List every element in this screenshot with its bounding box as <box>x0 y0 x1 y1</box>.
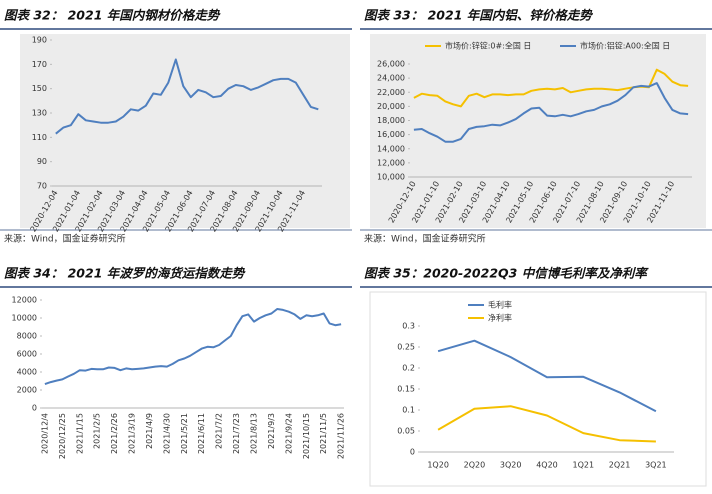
x-tick-label: 2020/12/25 <box>58 413 67 459</box>
y-tick-label: 18,000 <box>377 116 405 125</box>
x-tick-label: 2021/5/21 <box>180 413 189 454</box>
series-line <box>55 58 319 135</box>
y-tick-label: 0 <box>32 404 37 413</box>
x-tick-label: 1Q20 <box>427 461 449 470</box>
y-tick-label: 130 <box>32 109 47 118</box>
source-note: 来源：Wind，国金证券研究所 <box>364 233 486 245</box>
x-tick-label: 3Q21 <box>645 461 667 470</box>
y-tick-label: 190 <box>32 36 47 45</box>
x-tick-label: 2021/2/5 <box>93 413 102 449</box>
x-tick-label: 2021/11/5 <box>319 413 328 454</box>
y-tick-label: 70 <box>37 182 47 191</box>
x-tick-label: 2021/1/15 <box>75 413 84 454</box>
y-tick-label: 150 <box>32 84 47 93</box>
chart-title: 图表 33： 2021 年国内铝、锌价格走势 <box>364 8 593 23</box>
y-tick-label: 0.15 <box>397 385 415 394</box>
chart-title: 图表 32： 2021 年国内钢材价格走势 <box>4 8 221 23</box>
x-tick-label: 2021/4/9 <box>145 413 154 449</box>
x-tick-label: 2Q20 <box>464 461 486 470</box>
plot-frame <box>369 291 707 487</box>
series-line <box>413 82 689 143</box>
y-tick-label: 110 <box>32 133 47 142</box>
y-tick-label: 170 <box>32 60 47 69</box>
series-line <box>437 405 656 443</box>
x-tick-label: 3Q20 <box>500 461 522 470</box>
y-tick-label: 26,000 <box>377 60 405 69</box>
legend-label: 毛利率 <box>488 300 512 310</box>
x-tick-label: 2021/7/2 <box>215 413 224 449</box>
x-tick-label: 2020/12/4 <box>40 413 49 454</box>
y-tick-label: 0.1 <box>402 406 415 415</box>
y-tick-label: 0.2 <box>402 364 415 373</box>
x-tick-label: 2021/3/19 <box>128 413 137 454</box>
x-tick-label: 4Q20 <box>536 461 558 470</box>
y-tick-label: 10,000 <box>377 173 405 182</box>
y-tick-label: 0.25 <box>397 343 415 352</box>
x-tick-label: 2021/9/24 <box>284 413 293 454</box>
x-tick-label: 1Q21 <box>572 461 594 470</box>
y-tick-label: 22,000 <box>377 88 405 97</box>
y-tick-label: 10000 <box>12 314 37 323</box>
x-tick-label: 2021/2/26 <box>110 413 119 454</box>
x-tick-label: 2021/9/3 <box>267 413 276 449</box>
x-tick-label: 2021/4/30 <box>162 413 171 454</box>
y-tick-label: 2000 <box>17 386 37 395</box>
y-tick-label: 12000 <box>12 296 37 305</box>
plot-background <box>20 34 350 228</box>
y-tick-label: 90 <box>37 157 47 166</box>
y-tick-label: 20,000 <box>377 102 405 111</box>
x-tick-label: 2021/11/26 <box>337 413 346 459</box>
x-tick-label: 2021/7/23 <box>232 413 241 454</box>
legend-label: 市场价:锌锭:0#:全国 日 <box>445 41 531 51</box>
y-tick-label: 12,000 <box>377 158 405 167</box>
y-tick-label: 8000 <box>17 332 37 341</box>
x-tick-label: 2Q21 <box>609 461 631 470</box>
source-note: 来源：Wind，国金证券研究所 <box>4 233 126 245</box>
y-tick-label: 4000 <box>17 368 37 377</box>
y-tick-label: 0.05 <box>397 427 415 436</box>
legend-label: 净利率 <box>488 313 512 323</box>
x-tick-label: 2021/6/11 <box>197 413 206 454</box>
plot-background <box>370 34 706 228</box>
series-line <box>437 339 657 413</box>
y-tick-label: 24,000 <box>377 74 405 83</box>
x-tick-label: 2021/10/15 <box>302 413 311 459</box>
legend-label: 市场价:铝锭:A00:全国 日 <box>580 41 670 51</box>
y-tick-label: 6000 <box>17 350 37 359</box>
y-tick-label: 14,000 <box>377 144 405 153</box>
y-tick-label: 0.3 <box>402 322 415 331</box>
x-tick-label: 2021/8/13 <box>249 413 258 454</box>
series-line <box>44 308 342 386</box>
chart-title: 图表 35：2020-2022Q3 中信博毛利率及净利率 <box>364 266 649 281</box>
y-tick-label: 16,000 <box>377 130 405 139</box>
chart-title: 图表 34： 2021 年波罗的海货运指数走势 <box>4 266 246 281</box>
y-tick-label: 0 <box>410 448 415 457</box>
